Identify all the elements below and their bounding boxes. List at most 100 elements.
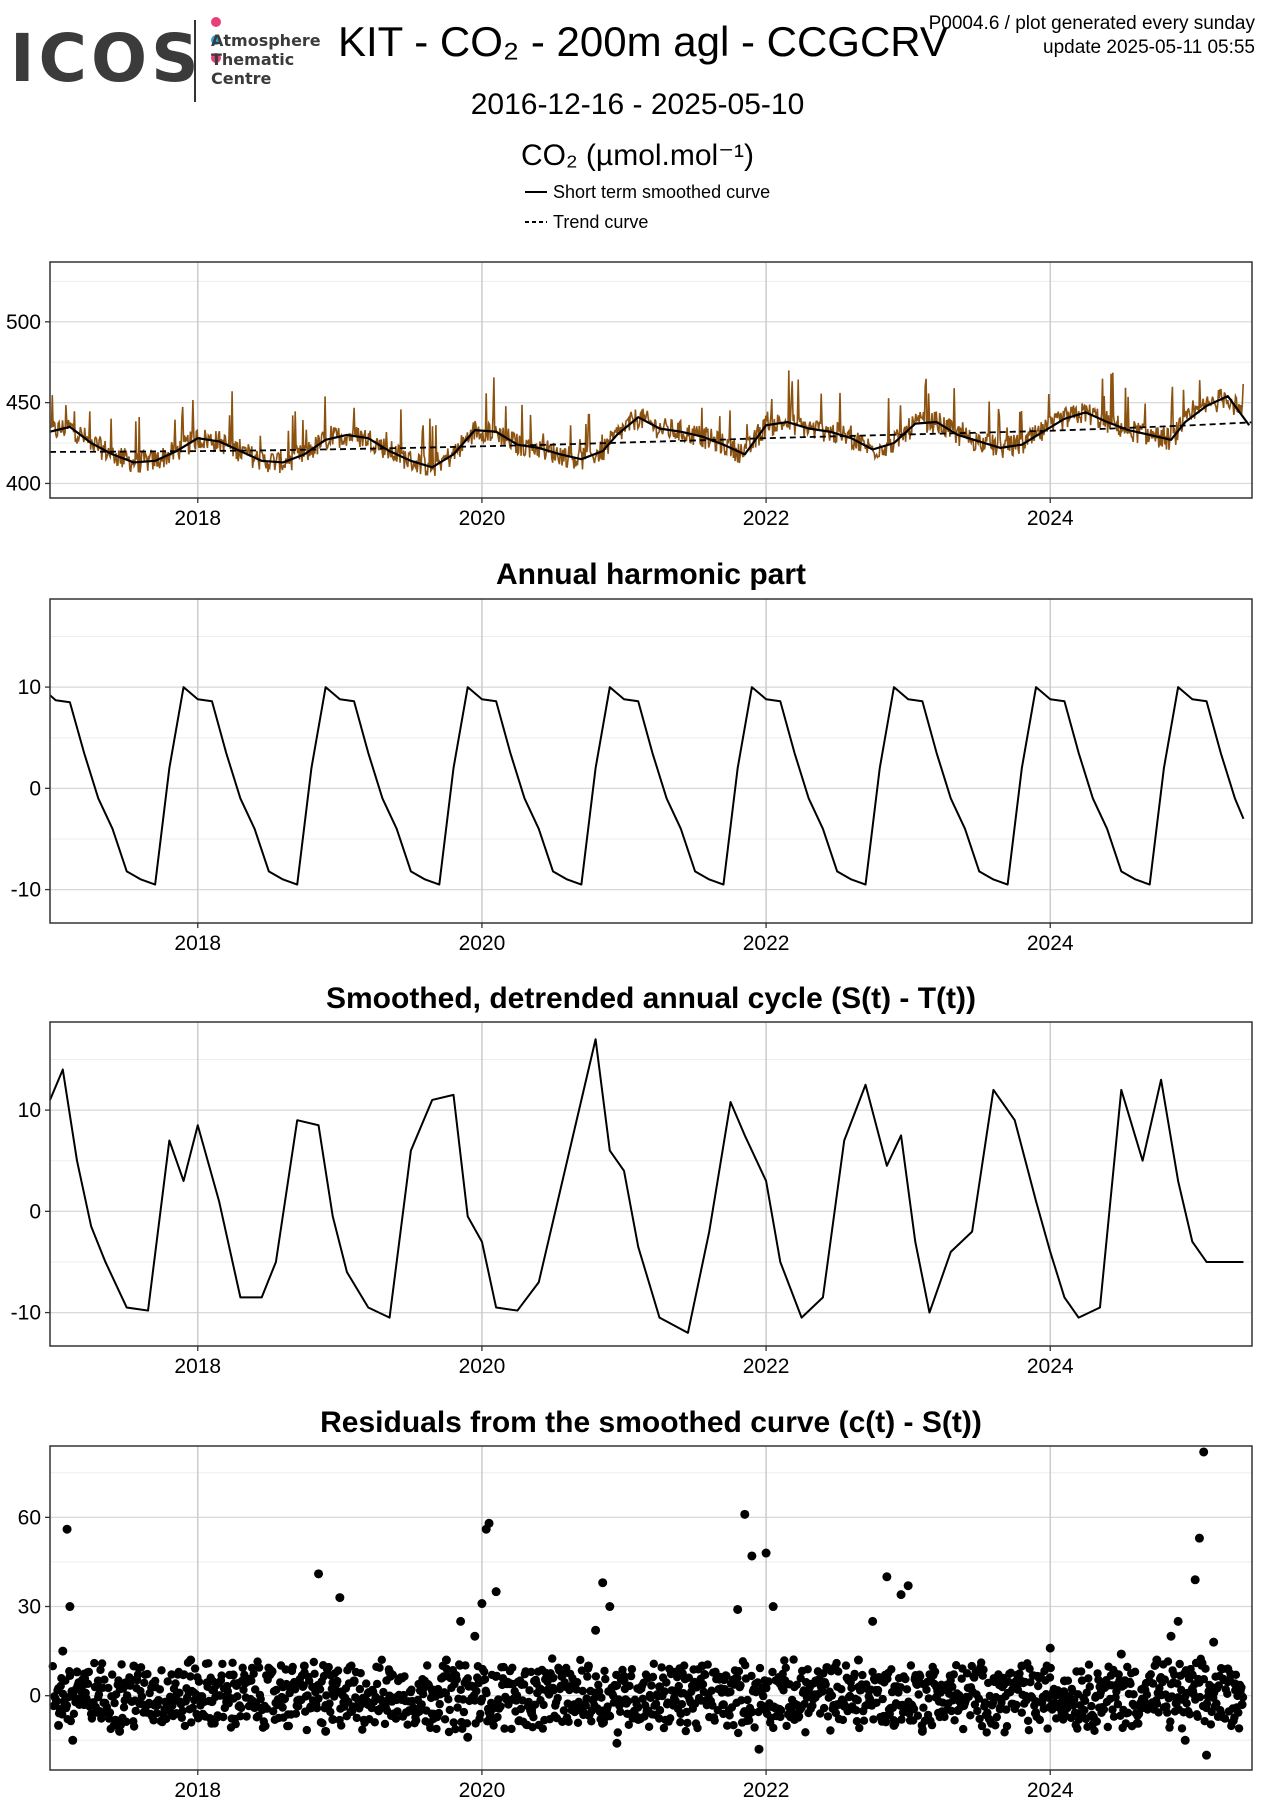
residual-point	[96, 1665, 105, 1675]
residual-point	[873, 1685, 883, 1695]
residual-point	[1103, 1722, 1113, 1732]
residual-point	[1180, 1735, 1190, 1745]
residual-point	[1173, 1679, 1182, 1688]
residual-point	[1230, 1679, 1240, 1689]
residual-point	[1077, 1676, 1087, 1685]
residual-point	[1126, 1679, 1135, 1689]
residual-point	[278, 1703, 287, 1712]
residual-point	[167, 1670, 176, 1679]
residual-point	[1177, 1685, 1186, 1695]
residual-point	[347, 1661, 356, 1670]
residual-point	[314, 1694, 323, 1703]
residual-point	[187, 1718, 196, 1727]
residual-point	[952, 1661, 961, 1670]
residual-point	[1209, 1637, 1219, 1647]
residual-point	[319, 1671, 329, 1681]
residual-point	[95, 1707, 104, 1716]
residual-point	[671, 1696, 680, 1706]
detrended-cycle-curve	[49, 1038, 1244, 1334]
residual-point	[612, 1738, 622, 1748]
residual-point	[1163, 1708, 1172, 1717]
residual-point	[1123, 1662, 1132, 1672]
residual-point	[237, 1703, 246, 1713]
residual-point	[841, 1661, 851, 1670]
residual-point	[722, 1671, 731, 1681]
residual-point	[54, 1720, 64, 1730]
residual-point	[984, 1678, 993, 1688]
plot-frame	[49, 1021, 1253, 1347]
residual-point	[1130, 1667, 1140, 1677]
residual-point	[1084, 1674, 1093, 1683]
residual-point	[1012, 1700, 1021, 1710]
residual-point	[62, 1524, 72, 1534]
residual-point	[1034, 1681, 1043, 1691]
residual-point	[269, 1707, 278, 1716]
residual-point	[852, 1717, 862, 1726]
residual-point	[445, 1705, 454, 1715]
residual-point	[119, 1703, 129, 1712]
residual-point	[676, 1718, 685, 1727]
residual-point	[1002, 1722, 1012, 1731]
residual-point	[726, 1687, 735, 1697]
residual-point	[1237, 1700, 1247, 1710]
residual-point	[110, 1698, 119, 1708]
residual-point	[432, 1724, 441, 1734]
residual-point	[681, 1726, 690, 1736]
residual-point	[68, 1735, 78, 1745]
residual-point	[834, 1667, 843, 1676]
residual-point	[853, 1696, 862, 1705]
residual-point	[186, 1672, 195, 1681]
residual-point	[837, 1685, 846, 1694]
residual-point	[1025, 1664, 1034, 1674]
residual-point	[280, 1694, 290, 1704]
residual-point	[284, 1721, 293, 1731]
residual-point	[391, 1714, 401, 1723]
residual-point	[616, 1707, 625, 1717]
residual-point	[591, 1672, 601, 1681]
residual-point	[217, 1671, 226, 1680]
residual-point	[499, 1662, 508, 1672]
plot-frame	[49, 1445, 1253, 1771]
residual-point	[882, 1572, 892, 1582]
residual-point	[223, 1687, 233, 1696]
legend-label: Trend curve	[553, 212, 649, 232]
residual-point	[1182, 1699, 1191, 1708]
residual-point	[1200, 1717, 1209, 1726]
residual-point	[1187, 1670, 1197, 1680]
residual-point	[744, 1716, 754, 1725]
residual-point	[1163, 1657, 1173, 1666]
residual-point	[136, 1663, 146, 1672]
residual-point	[423, 1661, 432, 1670]
residual-point	[741, 1661, 750, 1670]
residual-point	[377, 1655, 386, 1665]
residual-point	[238, 1663, 247, 1673]
chart-panel-3: Smoothed, detrended annual cycle (S(t) -…	[11, 982, 1253, 1378]
residual-point	[441, 1655, 451, 1665]
residual-point	[326, 1707, 335, 1717]
residual-point	[868, 1616, 878, 1626]
residual-point	[299, 1661, 309, 1671]
residual-point	[328, 1714, 338, 1724]
residual-point	[393, 1707, 402, 1716]
residual-point	[977, 1658, 986, 1667]
residual-point	[583, 1672, 592, 1681]
residual-point	[93, 1676, 103, 1686]
residual-point	[790, 1714, 800, 1724]
residual-point	[1116, 1649, 1126, 1659]
residual-point	[948, 1682, 957, 1692]
residual-point	[1152, 1699, 1162, 1709]
residual-point	[733, 1604, 743, 1614]
residual-point	[458, 1695, 468, 1704]
residual-point	[1112, 1687, 1121, 1696]
residual-point	[507, 1724, 516, 1734]
residual-point	[762, 1683, 771, 1693]
legend-label: Short term smoothed curve	[553, 182, 771, 202]
residual-point	[87, 1714, 97, 1723]
residual-point	[1077, 1667, 1086, 1676]
residual-point	[649, 1659, 658, 1669]
residual-point	[194, 1677, 204, 1686]
residual-point	[859, 1716, 869, 1725]
residual-point	[677, 1700, 687, 1709]
residual-point	[1170, 1670, 1179, 1679]
residual-point	[693, 1723, 702, 1733]
